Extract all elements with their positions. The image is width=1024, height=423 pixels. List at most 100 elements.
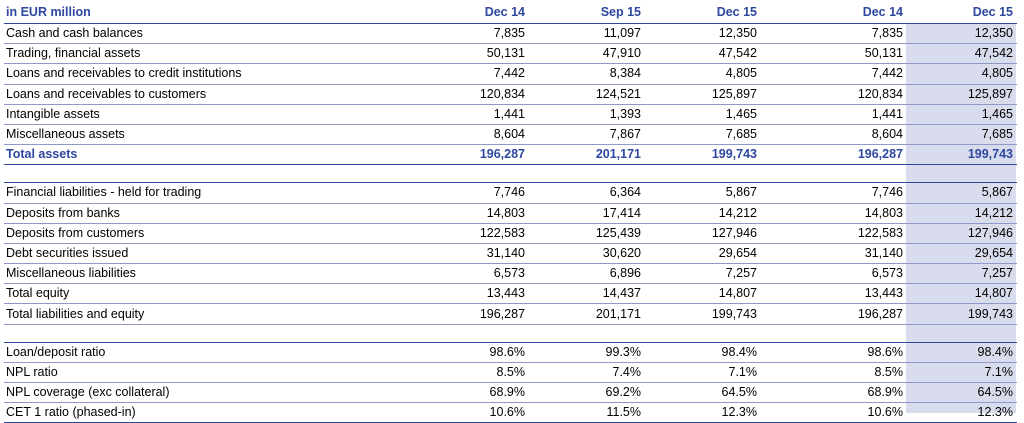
cell-value: 13,443 (761, 283, 907, 305)
table-row: Deposits from customers 122,583 125,439 127… (4, 223, 1017, 244)
cell-value: 29,654 (645, 243, 761, 265)
cell-value: 6,896 (529, 263, 645, 285)
table-row: Miscellaneous assets 8,604 7,867 7,685 8,604… (4, 124, 1017, 146)
cell-value: 68.9% (761, 382, 907, 404)
cell-value: 12,350 (645, 22, 761, 45)
cell-value: 14,803 (449, 203, 529, 224)
cell-value: 7,442 (761, 63, 907, 85)
table-body: Cash and cash balances 7,835 11,097 12,350 7… (4, 22, 1017, 423)
cell-value: 7,746 (449, 182, 529, 204)
balance-sheet-table: in EUR million Dec 14 Sep 15 Dec 15 Dec … (4, 1, 1017, 423)
cell-value: 1,441 (761, 104, 907, 125)
cell-value: 124,521 (529, 84, 645, 105)
table-row: Deposits from banks 14,803 17,414 14,212 14,… (4, 203, 1017, 224)
row-label: Loans and receivables to credit institut… (4, 63, 449, 85)
cell-value: 7,685 (907, 124, 1017, 146)
cell-value: 196,287 (761, 303, 907, 325)
row-label: Miscellaneous liabilities (4, 263, 449, 285)
cell-value: 64.5% (645, 382, 761, 404)
cell-value: 98.4% (907, 341, 1017, 363)
cell-value: 7,746 (761, 182, 907, 204)
cell-value: 4,805 (907, 63, 1017, 85)
row-label: NPL coverage (exc collateral) (4, 382, 449, 404)
cell-value: 7.1% (645, 362, 761, 384)
cell-value: 1,465 (907, 104, 1017, 125)
row-label: Trading, financial assets (4, 43, 449, 65)
cell-value: 8.5% (761, 362, 907, 384)
cell-value: 99.3% (529, 341, 645, 363)
cell-value: 127,946 (645, 223, 761, 244)
cell-value: 1,393 (529, 104, 645, 125)
column-header: Sep 15 (529, 1, 645, 24)
cell-value: 7,685 (645, 124, 761, 146)
cell-value: 6,573 (761, 263, 907, 285)
row-label: Financial liabilities - held for trading (4, 182, 449, 204)
spacer-cell (4, 324, 1017, 342)
row-label: NPL ratio (4, 362, 449, 384)
section-spacer (4, 165, 1017, 183)
table-row: NPL ratio 8.5% 7.4% 7.1% 8.5% 7.1% (4, 362, 1017, 384)
spacer-cell (4, 165, 1017, 183)
row-label: Debt securities issued (4, 243, 449, 265)
cell-value: 120,834 (449, 84, 529, 105)
header-row: in EUR million Dec 14 Sep 15 Dec 15 Dec … (4, 1, 1017, 24)
table-row: Miscellaneous liabilities 6,573 6,896 7,257… (4, 263, 1017, 285)
table-row: Cash and cash balances 7,835 11,097 12,350 7… (4, 22, 1017, 45)
cell-value: 14,803 (761, 203, 907, 224)
row-label: Total equity (4, 283, 449, 305)
cell-value: 8,604 (449, 124, 529, 146)
cell-value: 1,441 (449, 104, 529, 125)
cell-value: 7,257 (645, 263, 761, 285)
cell-value: 10.6% (761, 402, 907, 423)
cell-value: 199,743 (907, 144, 1017, 166)
cell-value: 196,287 (761, 144, 907, 166)
cell-value: 64.5% (907, 382, 1017, 404)
row-label: Loan/deposit ratio (4, 341, 449, 363)
cell-value: 196,287 (449, 303, 529, 325)
cell-value: 31,140 (449, 243, 529, 265)
cell-value: 30,620 (529, 243, 645, 265)
table-row: Total equity 13,443 14,437 14,807 13,443 14,8… (4, 283, 1017, 305)
cell-value: 199,743 (645, 303, 761, 325)
cell-value: 98.4% (645, 341, 761, 363)
cell-value: 17,414 (529, 203, 645, 224)
section-spacer (4, 324, 1017, 342)
row-label: CET 1 ratio (phased-in) (4, 402, 449, 423)
cell-value: 7,835 (761, 22, 907, 45)
cell-value: 69.2% (529, 382, 645, 404)
cell-value: 47,542 (645, 43, 761, 65)
cell-value: 50,131 (449, 43, 529, 65)
cell-value: 47,542 (907, 43, 1017, 65)
cell-value: 7,442 (449, 63, 529, 85)
cell-value: 8.5% (449, 362, 529, 384)
cell-value: 98.6% (761, 341, 907, 363)
cell-value: 98.6% (449, 341, 529, 363)
column-header: Dec 15 (645, 1, 761, 24)
total-row: Total assets 196,287 201,171 199,743 196,287… (4, 144, 1017, 166)
cell-value: 12.3% (907, 402, 1017, 423)
row-label: Intangible assets (4, 104, 449, 125)
cell-value: 47,910 (529, 43, 645, 65)
cell-value: 14,807 (645, 283, 761, 305)
cell-value: 12,350 (907, 22, 1017, 45)
cell-value: 120,834 (761, 84, 907, 105)
cell-value: 125,897 (645, 84, 761, 105)
column-header: Dec 14 (761, 1, 907, 24)
cell-value: 199,743 (645, 144, 761, 166)
cell-value: 122,583 (761, 223, 907, 244)
cell-value: 125,439 (529, 223, 645, 244)
table-row: Financial liabilities - held for trading… (4, 182, 1017, 204)
row-label: Deposits from banks (4, 203, 449, 224)
row-label: Miscellaneous assets (4, 124, 449, 146)
row-label: Total liabilities and equity (4, 303, 449, 325)
cell-value: 4,805 (645, 63, 761, 85)
row-label: Deposits from customers (4, 223, 449, 244)
cell-value: 7.4% (529, 362, 645, 384)
cell-value: 31,140 (761, 243, 907, 265)
cell-value: 50,131 (761, 43, 907, 65)
row-label: Total assets (4, 144, 449, 166)
cell-value: 10.6% (449, 402, 529, 423)
cell-value: 201,171 (529, 144, 645, 166)
table-row: Trading, financial assets 50,131 47,910 47,… (4, 43, 1017, 65)
column-header: Dec 14 (449, 1, 529, 24)
